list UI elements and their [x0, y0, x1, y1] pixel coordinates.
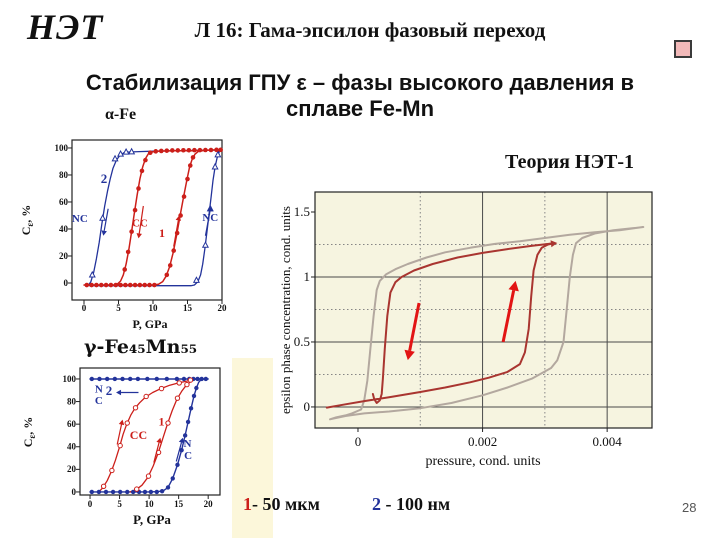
corner-square — [674, 40, 692, 58]
svg-text:100: 100 — [55, 143, 69, 153]
svg-text:NC: NC — [202, 212, 218, 224]
svg-text:100: 100 — [63, 374, 77, 384]
gamma-femn-label: γ-Fe₄₅Mn₅₅ — [84, 336, 198, 358]
svg-text:0: 0 — [355, 434, 362, 449]
svg-text:1: 1 — [304, 269, 311, 284]
svg-text:0.004: 0.004 — [593, 434, 623, 449]
svg-text:15: 15 — [183, 303, 193, 313]
svg-text:0: 0 — [304, 399, 311, 414]
svg-text:P, GPa: P, GPa — [133, 317, 168, 331]
slide-subtitle: Стабилизация ГПУ ε – фазы высокого давле… — [0, 70, 720, 122]
svg-text:80: 80 — [67, 396, 77, 406]
theory-net1-chart: 0 0.002 0.004 0 0.5 1 1.5 pressure, cond. units… — [280, 191, 653, 469]
svg-text:0: 0 — [82, 303, 87, 313]
svg-text:P, GPa: P, GPa — [133, 512, 171, 527]
legend-2-text: - 100 нм — [381, 494, 451, 514]
svg-text:1: 1 — [159, 414, 165, 428]
svg-text:1: 1 — [159, 226, 165, 240]
svg-text:C: C — [95, 395, 103, 407]
svg-text:20: 20 — [218, 303, 228, 313]
svg-text:80: 80 — [59, 170, 69, 180]
svg-text:0: 0 — [88, 499, 93, 509]
svg-text:5: 5 — [116, 303, 121, 313]
legend-1-text: - 50 мкм — [252, 494, 320, 514]
svg-text:CC: CC — [130, 428, 147, 442]
svg-text:1.5: 1.5 — [294, 204, 310, 219]
svg-text:Cε, %: Cε, % — [20, 205, 35, 236]
svg-text:10: 10 — [149, 303, 159, 313]
svg-text:0: 0 — [72, 487, 77, 497]
legend-item-1: 1- 50 мкм — [243, 494, 320, 515]
svg-text:40: 40 — [59, 224, 69, 234]
svg-text:15: 15 — [174, 499, 184, 509]
svg-text:NC: NC — [72, 213, 88, 225]
svg-text:40: 40 — [67, 442, 77, 452]
logo-net: НЭТ — [27, 7, 104, 47]
theory-title: Теория НЭТ-1 — [505, 151, 635, 173]
svg-text:20: 20 — [59, 251, 69, 261]
svg-text:20: 20 — [204, 499, 214, 509]
pale-yellow-strip — [232, 358, 273, 538]
svg-text:20: 20 — [67, 464, 77, 474]
svg-text:C: C — [184, 450, 192, 462]
svg-text:0.002: 0.002 — [468, 434, 497, 449]
alpha-fe-label: α-Fe — [105, 106, 137, 123]
page-number: 28 — [682, 500, 697, 515]
svg-text:0.5: 0.5 — [294, 334, 310, 349]
svg-text:epsilon phase concentration, c: epsilon phase concentration, cond. units — [280, 206, 293, 414]
legend-item-2: 2 - 100 нм — [372, 494, 450, 515]
svg-text:0: 0 — [64, 278, 69, 288]
svg-text:N: N — [184, 438, 192, 450]
svg-text:N: N — [95, 384, 103, 396]
legend-2-number: 2 — [372, 494, 381, 514]
svg-text:2: 2 — [101, 171, 108, 186]
svg-text:5: 5 — [117, 499, 122, 509]
svg-text:Cε, %: Cε, % — [21, 417, 37, 448]
subtitle-line2: сплаве Fe-Mn — [285, 96, 435, 121]
svg-text:60: 60 — [67, 419, 77, 429]
alpha-fe-hysteresis-chart: 0 5 10 15 20 0 20 40 60 80 100 2 NC CC 1 NC P, GPa Cε, % — [20, 139, 228, 331]
lecture-title: Л 16: Гама-эпсилон фазовый переход — [194, 18, 546, 42]
svg-text:2: 2 — [106, 383, 113, 398]
legend-1-number: 1 — [243, 494, 252, 514]
svg-text:10: 10 — [145, 499, 155, 509]
svg-text:pressure, cond. units: pressure, cond. units — [425, 454, 540, 469]
svg-text:60: 60 — [59, 197, 69, 207]
subtitle-line1: Стабилизация ГПУ ε – фазы высокого давле… — [85, 70, 635, 95]
svg-text:CC: CC — [132, 217, 148, 229]
